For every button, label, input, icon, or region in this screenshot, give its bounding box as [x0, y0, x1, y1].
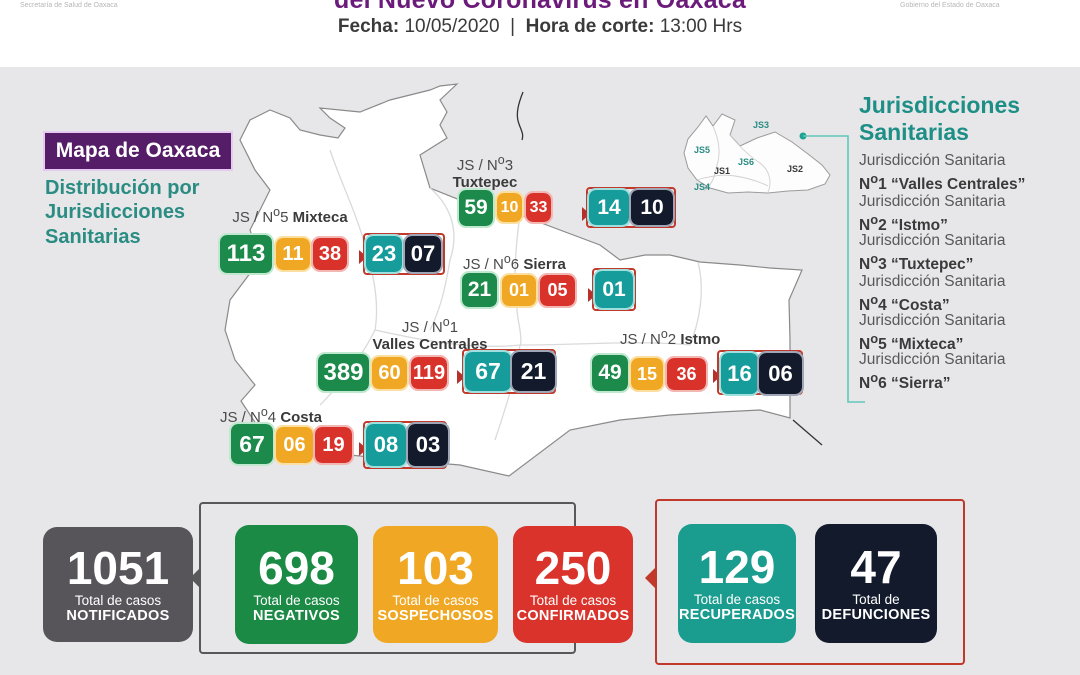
svg-text:JS3: JS3 [753, 120, 769, 130]
svg-text:JS5: JS5 [694, 145, 710, 155]
svg-text:JS2: JS2 [787, 164, 803, 174]
svg-text:JS4: JS4 [694, 182, 710, 192]
svg-text:JS6: JS6 [738, 157, 754, 167]
svg-text:JS1: JS1 [714, 166, 730, 176]
